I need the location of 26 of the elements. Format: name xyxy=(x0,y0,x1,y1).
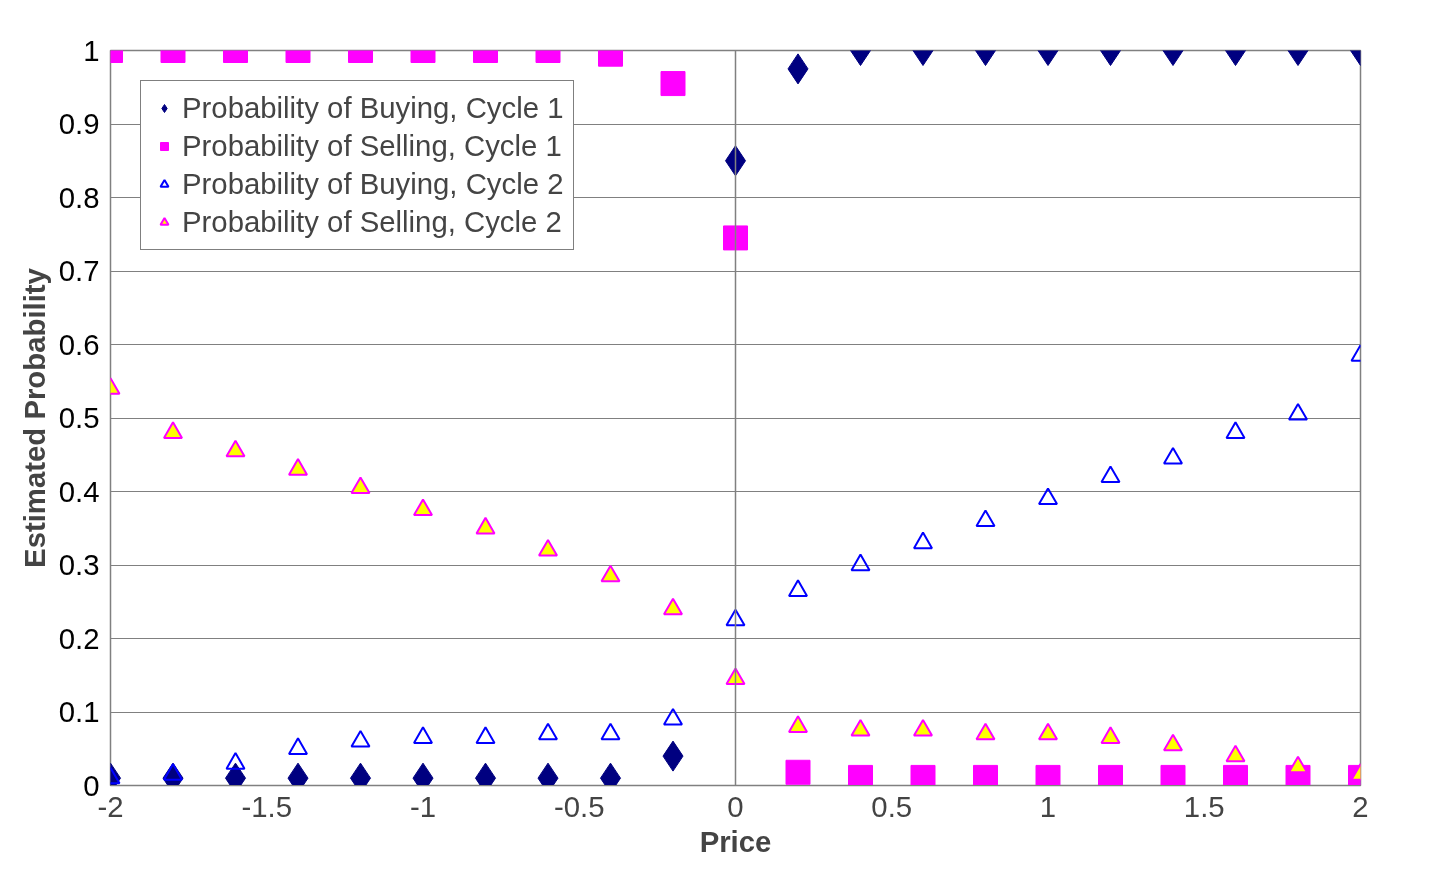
x-tick-label: -0.5 xyxy=(553,789,605,823)
y-tick-label: 0.4 xyxy=(58,474,100,508)
y-tick-label: 0.8 xyxy=(58,180,100,214)
legend-label: Probability of Selling, Cycle 1 xyxy=(182,129,562,163)
y-tick-label: 0 xyxy=(83,768,100,802)
y-tick-label: 0.9 xyxy=(58,107,100,140)
y-tick-label: 0.6 xyxy=(58,327,100,361)
x-tick-label: 0 xyxy=(727,789,744,823)
x-tick-label: 1.5 xyxy=(1183,789,1225,823)
legend-label: Probability of Selling, Cycle 2 xyxy=(182,205,562,239)
legend-label: Probability of Buying, Cycle 2 xyxy=(182,167,564,201)
y-tick-label: 0.2 xyxy=(58,621,100,655)
y-axis-title: Estimated Probability xyxy=(17,267,51,568)
y-tick-label: 0.7 xyxy=(58,254,100,287)
x-tick-label: -1.5 xyxy=(241,789,293,823)
x-tick-label: 0.5 xyxy=(871,789,913,823)
x-axis-title: Price xyxy=(699,824,772,858)
x-tick-label: 2 xyxy=(1352,789,1369,823)
y-tick-label: 0.1 xyxy=(58,695,100,728)
y-tick-label: 0.3 xyxy=(58,548,100,581)
x-tick-label: -2 xyxy=(97,789,124,823)
y-tick-label: 0.5 xyxy=(58,401,100,434)
y-tick-label: 1 xyxy=(83,33,100,67)
legend-label: Probability of Buying, Cycle 1 xyxy=(182,91,564,125)
x-tick-label: -1 xyxy=(409,789,437,823)
x-tick-label: 1 xyxy=(1039,789,1057,823)
